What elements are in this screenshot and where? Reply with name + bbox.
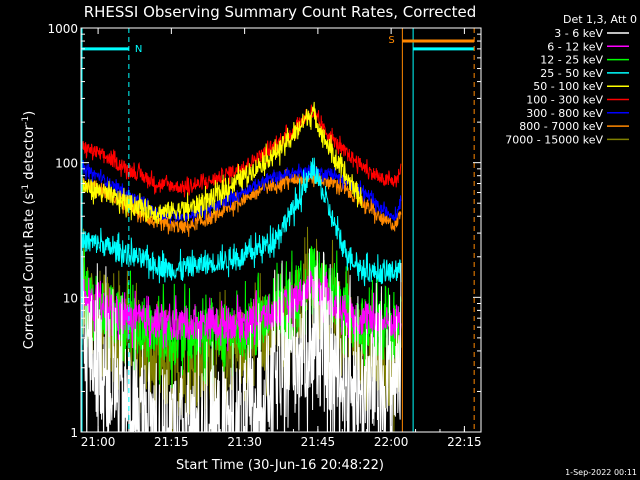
y-axis-label-sup2: -1 [21, 116, 31, 125]
x-tick-label: 21:30 [227, 435, 262, 449]
y-axis-label: Corrected Count Rate (s-1 detector-1) [21, 111, 37, 349]
series-line-5 [81, 101, 363, 225]
series-line-6 [81, 104, 402, 198]
x-tick-label: 21:00 [81, 435, 116, 449]
y-axis-label-main: Corrected Count Rate (s [22, 193, 37, 350]
series-line-1 [81, 248, 402, 432]
series-line-4 [81, 157, 402, 287]
y-axis-label-sup1: -1 [21, 184, 31, 193]
y-tick-label: 1 [70, 426, 78, 440]
legend-title: Det 1,3, Att 0 [563, 13, 637, 26]
x-tick-label: 22:15 [447, 435, 482, 449]
y-tick-label: 100 [55, 157, 78, 171]
y-axis-label-mid: detector [22, 124, 37, 184]
footer-date: 1-Sep-2022 00:11 [565, 468, 637, 477]
x-tick-label: 22:00 [374, 435, 409, 449]
series-line-8 [81, 165, 402, 237]
y-axis-label-end: ) [22, 111, 37, 116]
annotation-layer: NS [81, 28, 475, 432]
legend-label: 3 - 6 keV [554, 27, 603, 40]
plot-frame [80, 27, 482, 433]
y-tick-label: 1000 [47, 22, 78, 36]
legend-label: 50 - 100 keV [533, 80, 603, 93]
legend-label: 7000 - 15000 keV [505, 133, 603, 146]
y-tick-label: 10 [63, 291, 78, 305]
legend-label: 25 - 50 keV [540, 67, 603, 80]
x-tick-label: 21:45 [301, 435, 336, 449]
x-axis-label: Start Time (30-Jun-16 20:48:22) [176, 458, 384, 473]
legend-label: 12 - 25 keV [540, 54, 603, 67]
x-tick-label: 21:15 [154, 435, 189, 449]
tick-layer: 21:00 21:15 21:30 21:45 22:00 22:15 1 10 100 1000 [47, 22, 481, 449]
chart-title: RHESSI Observing Summary Count Rates, Co… [84, 3, 477, 21]
series-layer [81, 101, 402, 432]
legend-label: 800 - 7000 keV [519, 120, 603, 133]
legend-label: 6 - 12 keV [547, 40, 603, 53]
legend-label: 100 - 300 keV [526, 94, 603, 107]
saa-label: S [388, 35, 394, 46]
series-line-2 [81, 264, 402, 352]
legend-label: 300 - 800 keV [526, 107, 603, 120]
night-label: N [135, 44, 142, 55]
